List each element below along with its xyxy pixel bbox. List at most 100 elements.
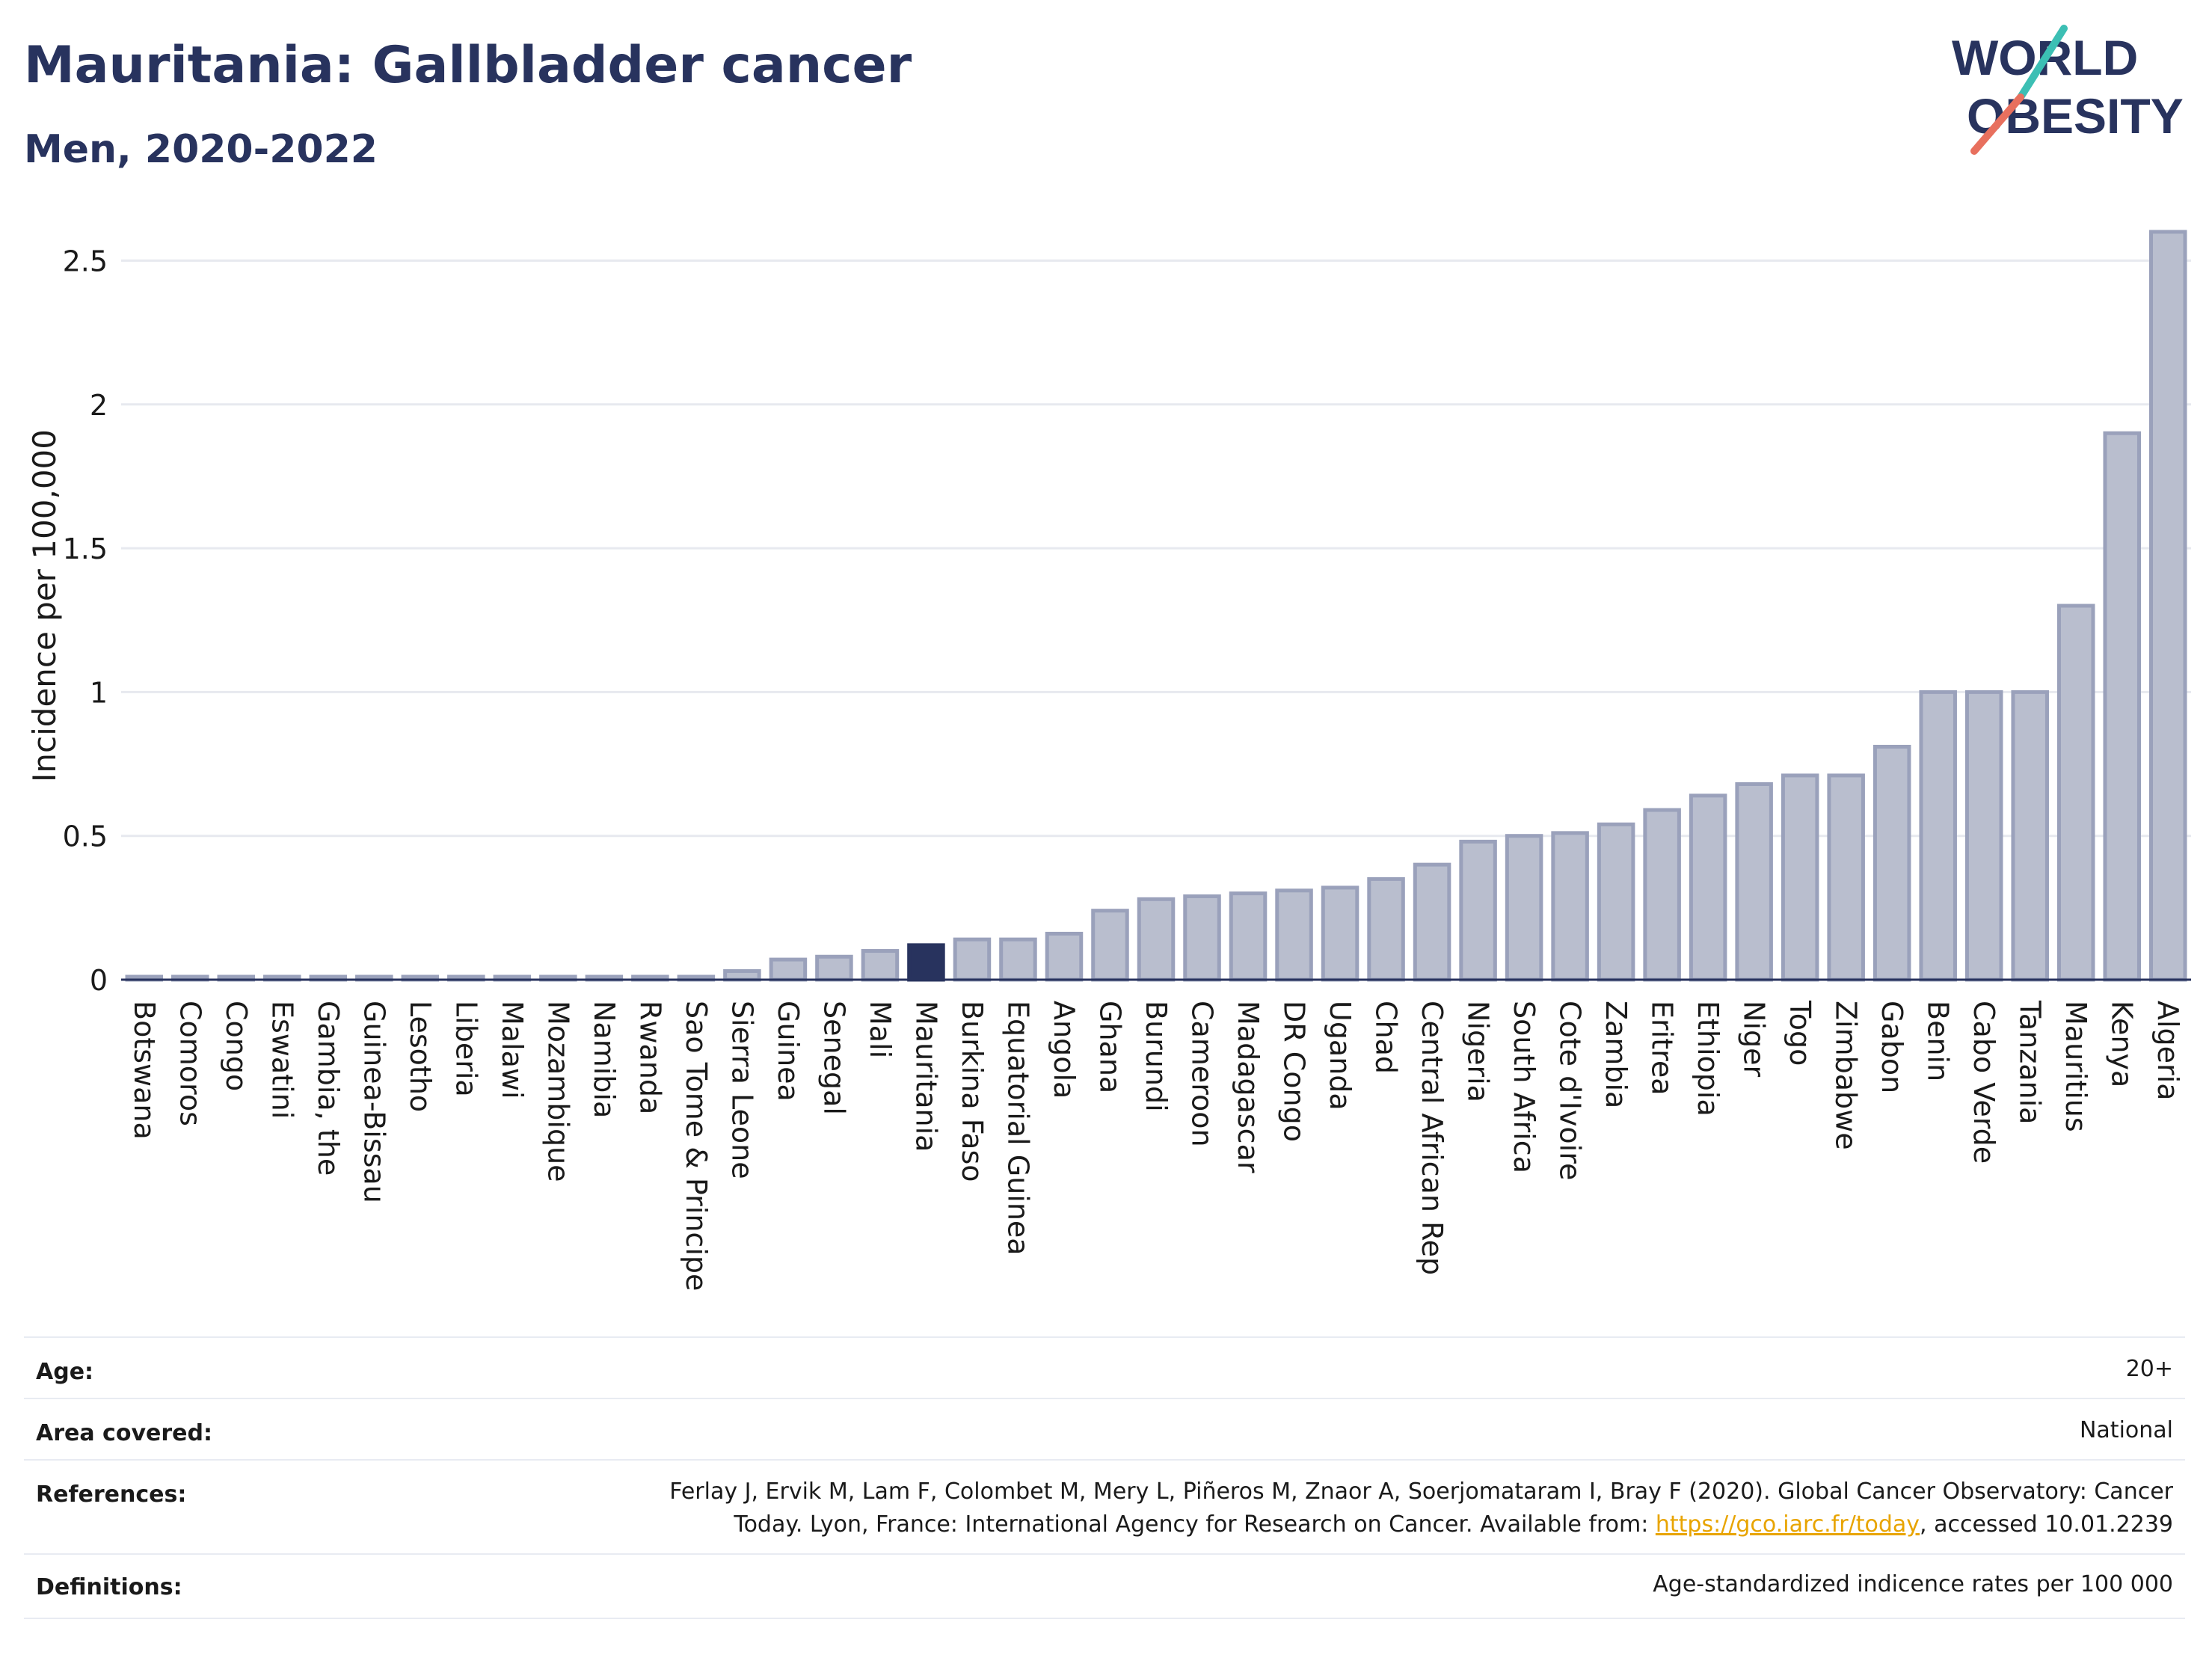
x-tick-label: Uganda [1324,1001,1357,1111]
definitions-label: Definitions: [36,1574,182,1600]
y-tick-label: 2.5 [63,245,108,277]
x-tick-label: Togo [1784,1000,1816,1066]
x-tick-label: Senegal [817,1001,850,1115]
x-tick-label: Mozambique [541,1001,574,1182]
x-tick-label: Cabo Verde [1967,1001,2000,1164]
world-obesity-logo: WORLD OBESITY [1952,25,2184,155]
x-tick-label: Burundi [1140,1001,1173,1112]
x-tick-label: Botswana [128,1001,161,1140]
x-tick-label: Cameroon [1186,1001,1219,1147]
x-tick-label: Sierra Leone [725,1001,758,1179]
bar [861,949,900,982]
bar [1229,891,1268,982]
age-label: Age: [36,1359,94,1385]
x-tick-label: Eritrea [1646,1001,1679,1096]
bar [723,968,761,982]
area-label: Area covered: [36,1420,212,1446]
x-tick-label: Tanzania [2014,1000,2047,1124]
bar-chart: 0 0.5 1 1.5 2 2.5 Incidence per 100,000 Botswan… [26,230,2191,1291]
x-tick-label: Kenya [2106,1001,2139,1087]
x-tick-label: Cote d'Ivoire [1554,1001,1587,1180]
bar [1964,690,2003,982]
bar [2103,431,2141,982]
x-tick-label: Central African Rep [1416,1001,1448,1275]
meta-row-area: Area covered: National [24,1398,2185,1461]
bar [1597,822,1635,982]
x-tick-label: Malawi [496,1001,529,1099]
bar-highlight [907,943,945,982]
bar [1872,744,1911,982]
x-tick-label: Comoros [173,1001,206,1126]
meta-row-age: Age: 20+ [24,1336,2185,1399]
x-tick-label: South Africa [1508,1001,1540,1173]
x-tick-label: Zambia [1600,1001,1632,1108]
bar [815,954,853,982]
x-tick-label: Liberia [449,1001,482,1097]
bar [1275,888,1313,982]
x-tick-label: Mauritania [909,1001,942,1152]
x-tick-label: Equatorial Guinea [1001,1001,1034,1256]
y-axis-label: Incidence per 100,000 [26,429,63,782]
x-tick-label: Guinea-Bissau [357,1001,390,1203]
bar [1919,690,1957,982]
x-tick-label: Nigeria [1462,1001,1495,1102]
references-text: Today. Lyon, France: International Agenc… [734,1511,1656,1538]
x-tick-label: Madagascar [1232,1001,1265,1173]
x-tick-label: Eswatini [265,1001,298,1119]
references-value: Ferlay J, Ervik M, Lam F, Colombet M, Me… [669,1476,2173,1541]
bar [1459,839,1497,982]
x-tick-label: Ghana [1093,1001,1126,1093]
x-tick-label: Rwanda [633,1001,666,1114]
x-tick-label: Mali [864,1001,897,1058]
x-tick-label: Guinea [772,1001,805,1102]
bar [1643,808,1681,982]
references-link[interactable]: https://gco.iarc.fr/today [1655,1511,1920,1538]
x-tick-label: Chad [1370,1001,1403,1074]
area-value: National [2079,1417,2173,1443]
bar [953,937,992,982]
y-tick-label: 1.5 [63,532,108,565]
chart-subtitle: Men, 2020-2022 [24,127,378,172]
references-accessed: , accessed 10.01.2239 [1920,1511,2173,1538]
x-tick-label: Gabon [1875,1001,1908,1093]
y-tick-label: 0 [90,964,108,997]
bar [1091,909,1129,982]
meta-row-references: References: Ferlay J, Ervik M, Lam F, Co… [24,1459,2185,1555]
x-tick-label: Burkina Faso [956,1001,989,1182]
x-tick-label: Benin [1922,1001,1955,1081]
x-tick-label: Ethiopia [1692,1001,1724,1117]
chart-title: Mauritania: Gallbladder cancer [24,36,912,95]
x-tick-label: Zimbabwe [1830,1001,1863,1150]
bar [1183,894,1221,982]
bar [1735,782,1773,982]
x-tick-label: Sao Tome & Principe [680,1001,713,1291]
bar [2011,690,2049,982]
x-tick-label: Mauritius [2059,1001,2092,1132]
x-tick-label: Lesotho [404,1001,437,1112]
bar [1413,862,1451,982]
bar [1689,793,1727,982]
bar [1045,931,1084,982]
x-tick-label: Angola [1048,1001,1081,1099]
references-line-2: Today. Lyon, France: International Agenc… [669,1508,2173,1541]
references-line-1: Ferlay J, Ervik M, Lam F, Colombet M, Me… [669,1479,2173,1505]
age-value: 20+ [2125,1356,2173,1382]
bar [1321,885,1360,982]
bar [769,957,808,982]
y-tick-label: 1 [90,676,108,709]
y-tick-label: 0.5 [63,820,108,853]
bar [1137,897,1176,982]
x-tick-label: Congo [220,1001,253,1091]
x-tick-label: Namibia [588,1001,621,1118]
bar [1781,773,1819,982]
bar [1505,834,1543,982]
y-tick-label: 2 [90,389,108,422]
x-tick-label: Niger [1738,1001,1771,1077]
meta-row-definitions: Definitions: Age-standardized indicence … [24,1553,2185,1619]
bar [999,937,1037,982]
bar [2148,230,2187,982]
x-tick-label: DR Congo [1278,1001,1311,1142]
definitions-value: Age-standardized indicence rates per 100… [1653,1571,2173,1597]
x-tick-label: Algeria [2151,1001,2184,1101]
x-tick-label: Gambia, the [312,1001,345,1176]
